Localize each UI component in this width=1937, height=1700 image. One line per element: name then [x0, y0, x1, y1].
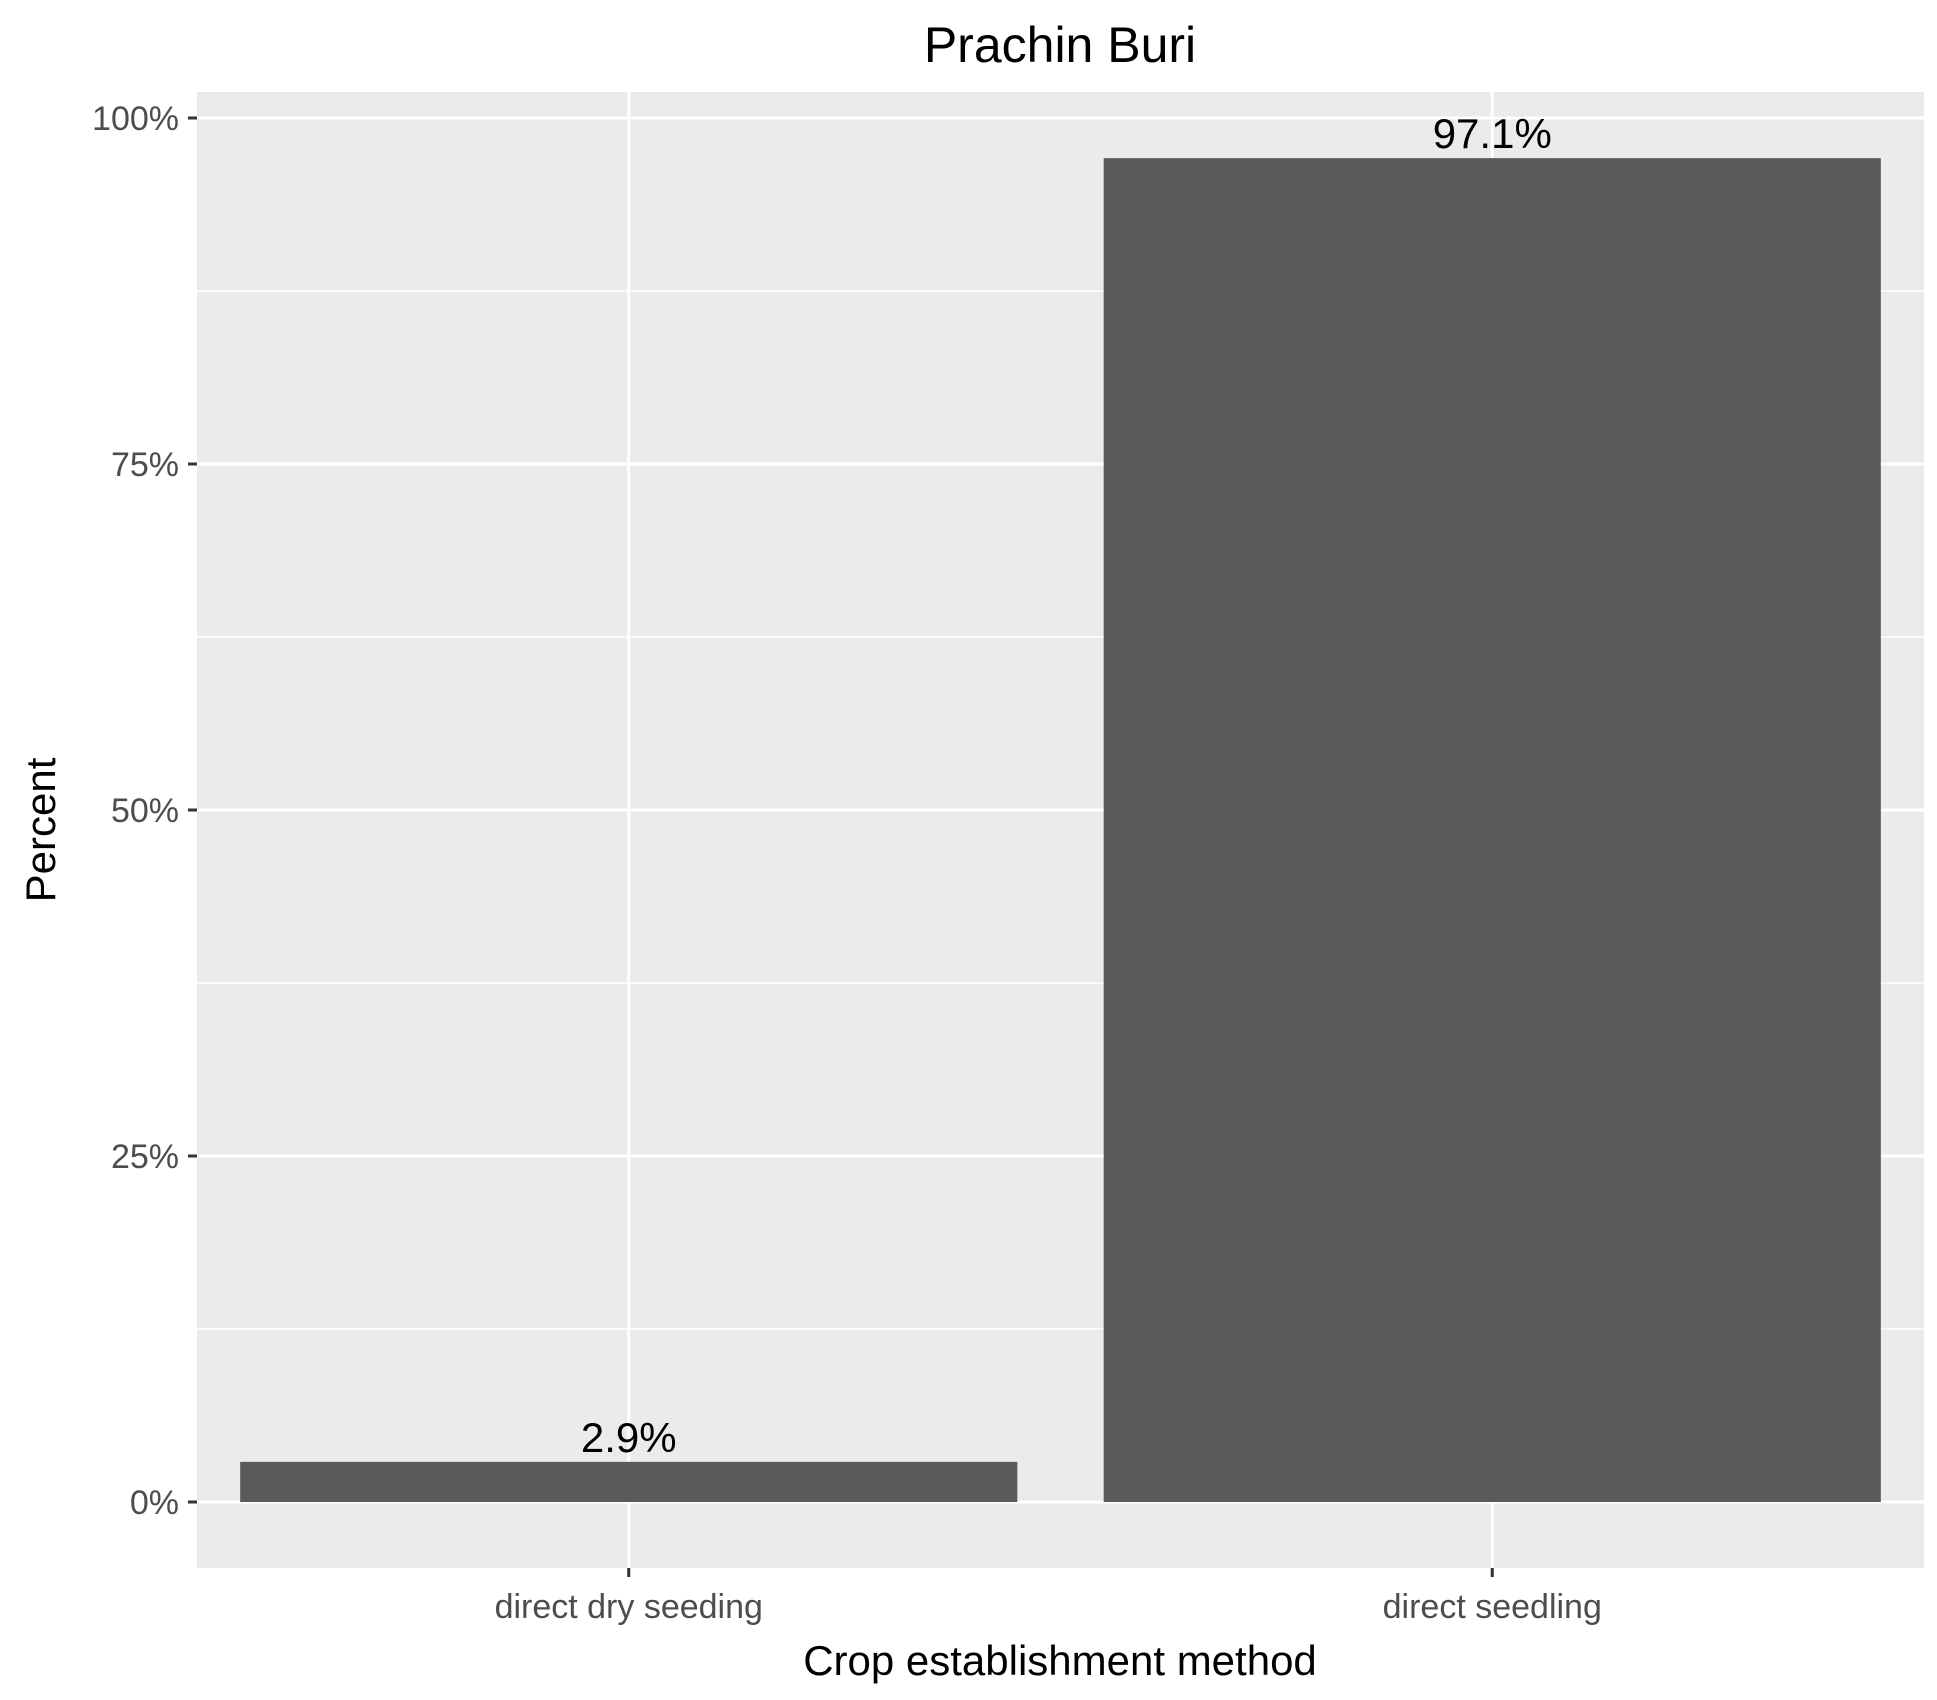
- chart-title: Prachin Buri: [924, 17, 1196, 73]
- x-tick-label: direct dry seeding: [495, 1588, 763, 1626]
- y-axis: 0% 25% 50% 75% 100%: [92, 100, 197, 1522]
- y-tick-label: 100%: [92, 100, 179, 138]
- x-axis-title: Crop establishment method: [803, 1637, 1317, 1684]
- y-tick-label: 75%: [111, 446, 179, 484]
- y-tick-label: 0%: [130, 1484, 179, 1522]
- bar-value-label: 97.1%: [1433, 110, 1552, 157]
- x-tick-label: direct seedling: [1383, 1588, 1602, 1626]
- y-tick-label: 50%: [111, 792, 179, 830]
- bar: [1103, 158, 1881, 1503]
- bar: [240, 1461, 1018, 1502]
- y-tick-label: 25%: [111, 1138, 179, 1176]
- x-axis: direct dry seeding direct seedling: [495, 1568, 1602, 1626]
- bar-value-label: 2.9%: [581, 1414, 677, 1461]
- data-labels: 2.9% 97.1%: [581, 110, 1552, 1461]
- y-axis-title: Percent: [17, 757, 64, 902]
- bars: [240, 158, 1881, 1503]
